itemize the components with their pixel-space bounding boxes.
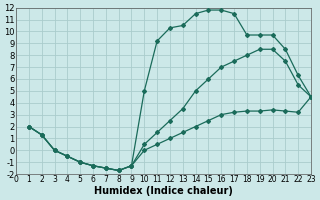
X-axis label: Humidex (Indice chaleur): Humidex (Indice chaleur): [94, 186, 233, 196]
